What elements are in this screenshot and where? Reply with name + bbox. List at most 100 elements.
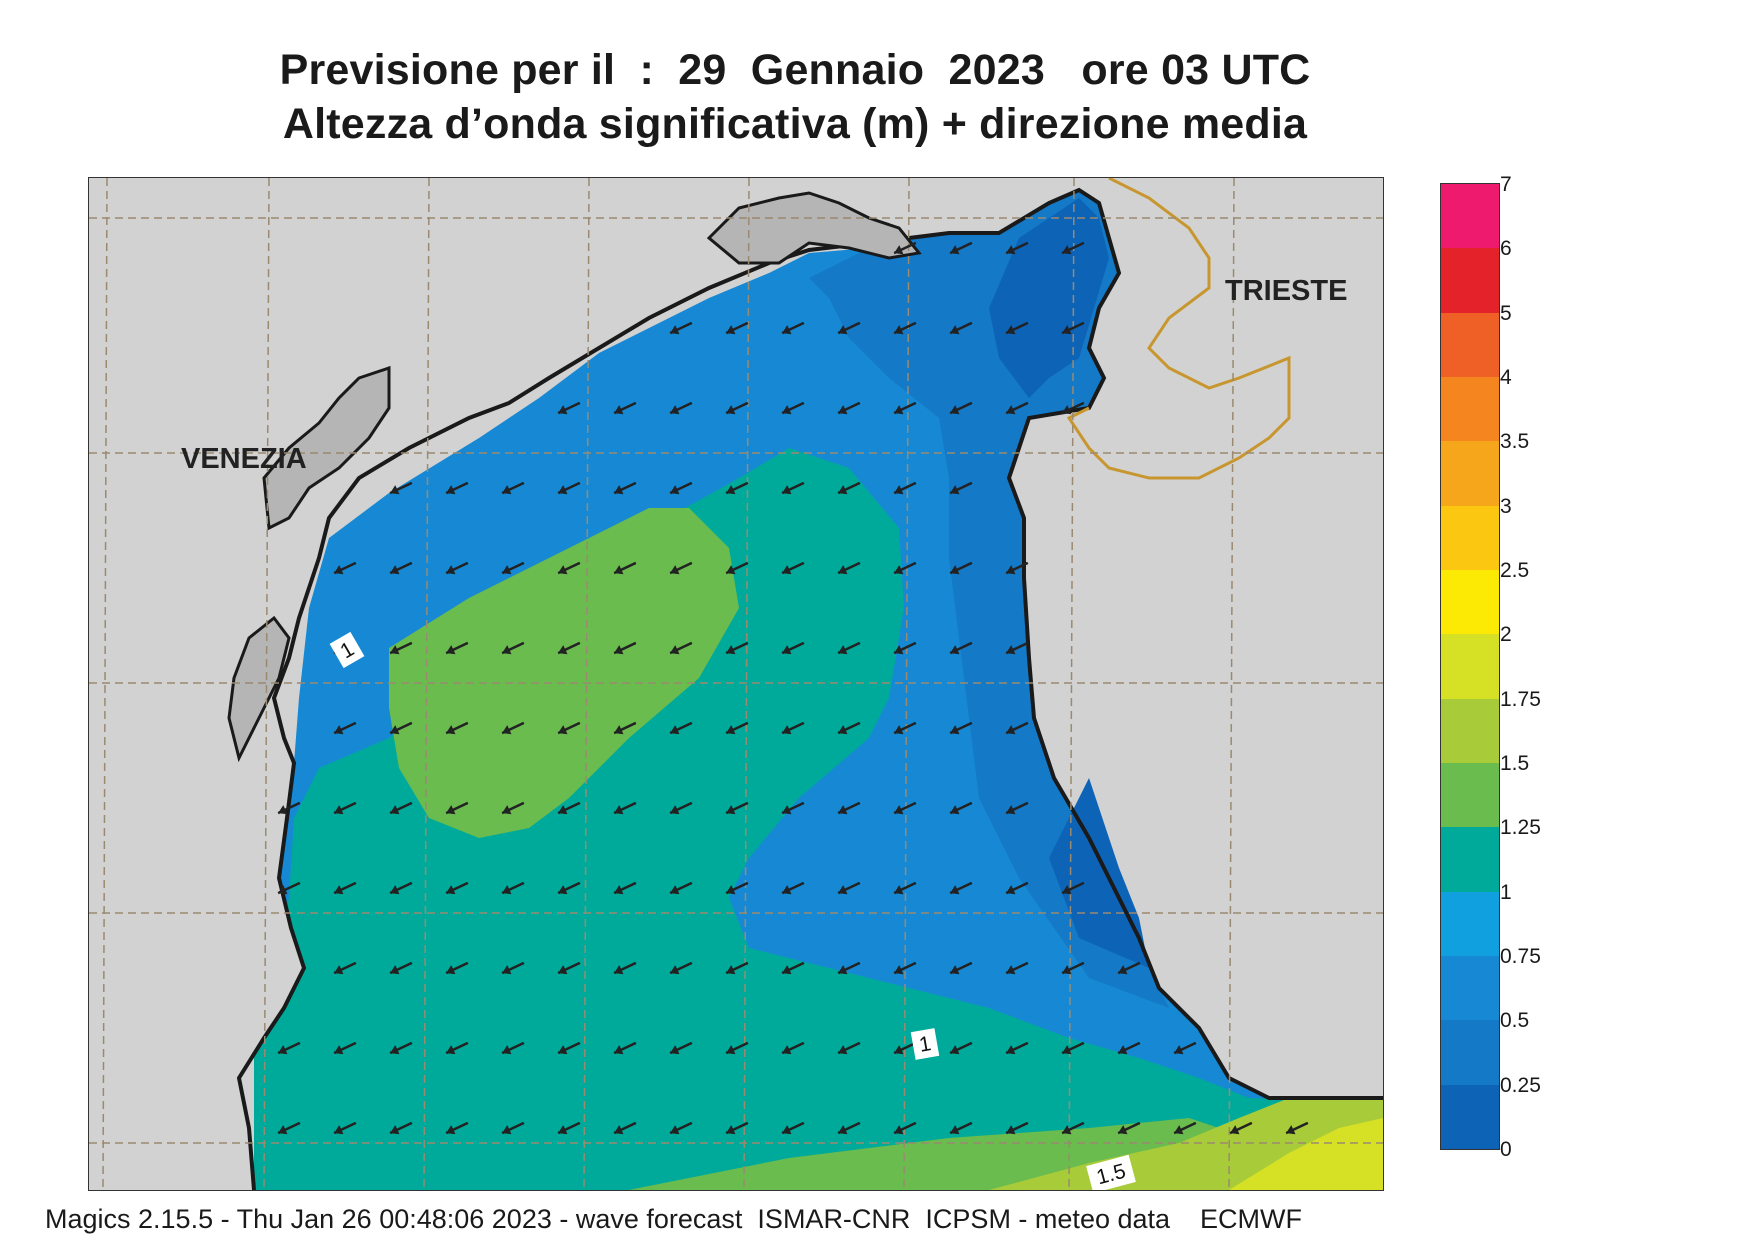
colorbar-segment — [1441, 1084, 1499, 1150]
direction-arrow — [669, 401, 693, 415]
colorbar-tick-label: 1.5 — [1500, 752, 1530, 775]
direction-arrow — [781, 801, 805, 815]
wave-map: 1 1 1.5 VENEZIA TRIESTE — [88, 177, 1384, 1191]
colorbar-tick-label: 2.5 — [1500, 559, 1530, 582]
direction-arrow — [389, 801, 413, 815]
direction-arrow — [1005, 721, 1029, 735]
wave-direction-arrows — [277, 241, 1309, 1135]
colorbar-tick-label: 6 — [1500, 237, 1512, 261]
direction-arrow — [781, 481, 805, 495]
direction-arrow — [389, 1121, 413, 1135]
direction-arrow — [725, 321, 749, 335]
contour-label-1.5: 1.5 — [1086, 1154, 1136, 1190]
direction-arrow — [893, 1121, 917, 1135]
direction-arrow — [781, 881, 805, 895]
direction-arrow — [1173, 1121, 1197, 1135]
direction-arrow — [557, 961, 581, 975]
direction-arrow — [949, 961, 973, 975]
direction-arrow — [1229, 1121, 1253, 1135]
colorbar-tick-label: 0.25 — [1500, 1073, 1541, 1097]
direction-arrow — [613, 801, 637, 815]
direction-arrow — [613, 641, 637, 655]
direction-arrow — [1005, 1121, 1029, 1135]
direction-arrow — [613, 401, 637, 415]
contour-label-1-south: 1 — [910, 1028, 940, 1060]
direction-arrow — [557, 721, 581, 735]
direction-arrow — [949, 401, 973, 415]
colorbar — [1440, 183, 1500, 1150]
direction-arrow — [837, 721, 861, 735]
direction-arrow — [1061, 401, 1085, 415]
direction-arrow — [725, 641, 749, 655]
colorbar-segment — [1441, 891, 1499, 957]
direction-arrow — [557, 1041, 581, 1055]
direction-arrow — [613, 721, 637, 735]
direction-arrow — [781, 401, 805, 415]
istria-islands — [706, 191, 922, 265]
direction-arrow — [893, 321, 917, 335]
colorbar-tick-label: 2 — [1500, 623, 1512, 647]
direction-arrow — [501, 1121, 525, 1135]
direction-arrow — [781, 1121, 805, 1135]
direction-arrow — [725, 1121, 749, 1135]
direction-arrow — [445, 1121, 469, 1135]
direction-arrow — [1005, 401, 1029, 415]
colorbar-tick-label: 0 — [1500, 1138, 1512, 1161]
direction-arrow — [445, 801, 469, 815]
direction-arrow — [613, 1041, 637, 1055]
direction-arrow — [1117, 961, 1141, 975]
direction-arrow — [333, 561, 357, 575]
colorbar-segment — [1441, 698, 1499, 764]
colorbar-tick-label: 7 — [1500, 173, 1512, 196]
footer-credits: Magics 2.15.5 - Thu Jan 26 00:48:06 2023… — [45, 1204, 1303, 1234]
colorbar-tick-label: 0.75 — [1500, 945, 1541, 968]
direction-arrow — [1061, 1041, 1085, 1055]
direction-arrow — [1061, 1121, 1085, 1135]
direction-arrow — [501, 641, 525, 655]
colorbar-tick-label: 0.5 — [1500, 1009, 1530, 1033]
wave-band-1.75-2 — [1229, 1118, 1383, 1190]
direction-arrow — [837, 1121, 861, 1135]
direction-arrow — [1173, 1041, 1197, 1055]
direction-arrow — [333, 801, 357, 815]
forecast-title: Previsione per il : 29 Gennaio 2023 ore … — [279, 46, 1311, 94]
direction-arrow — [389, 881, 413, 895]
direction-arrow — [725, 961, 749, 975]
direction-arrow — [893, 641, 917, 655]
venice-lagoon — [262, 365, 391, 531]
direction-arrow — [445, 721, 469, 735]
map-svg: 1 1 1.5 VENEZIA TRIESTE — [89, 178, 1383, 1190]
direction-arrow — [837, 1041, 861, 1055]
direction-arrow — [277, 881, 301, 895]
colorbar-tick-label: 3 — [1500, 494, 1512, 518]
direction-arrow — [781, 641, 805, 655]
contour-label-1-west: 1 — [329, 631, 365, 669]
direction-arrow — [501, 721, 525, 735]
colorbar-segment — [1441, 1020, 1499, 1086]
direction-arrow — [557, 641, 581, 655]
direction-arrow — [893, 801, 917, 815]
colorbar-segment — [1441, 634, 1499, 700]
direction-arrow — [613, 561, 637, 575]
colorbar-tick-label: 1 — [1500, 880, 1512, 904]
direction-arrow — [445, 961, 469, 975]
direction-arrow — [1005, 881, 1029, 895]
direction-arrow — [949, 321, 973, 335]
colorbar-tick-label: 1.75 — [1500, 687, 1541, 711]
direction-arrow — [949, 641, 973, 655]
direction-arrow — [1061, 241, 1085, 255]
direction-arrow — [669, 801, 693, 815]
direction-arrow — [837, 321, 861, 335]
direction-arrow — [557, 801, 581, 815]
direction-arrow — [501, 881, 525, 895]
direction-arrow — [725, 881, 749, 895]
direction-arrow — [1061, 961, 1085, 975]
direction-arrow — [781, 321, 805, 335]
direction-arrow — [277, 1041, 301, 1055]
direction-arrow — [445, 1041, 469, 1055]
colorbar-tick-label: 5 — [1500, 301, 1512, 325]
direction-arrow — [725, 1041, 749, 1055]
direction-arrow — [501, 961, 525, 975]
national-border — [1066, 178, 1291, 480]
colorbar-segment — [1441, 312, 1499, 378]
